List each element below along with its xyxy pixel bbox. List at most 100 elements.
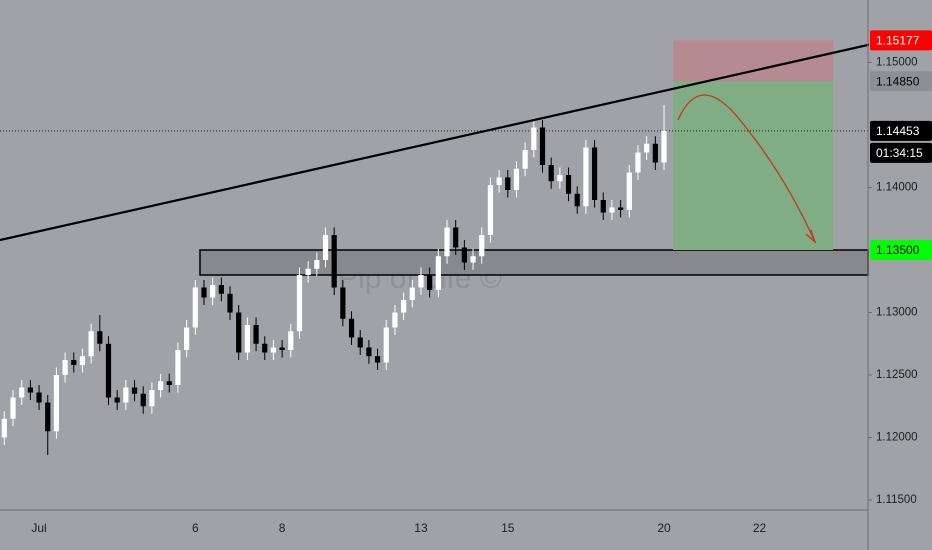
candle-body bbox=[157, 381, 164, 390]
candle-body bbox=[322, 235, 329, 260]
candle-body bbox=[453, 227, 459, 248]
candle-body bbox=[131, 387, 138, 394]
price-label-box bbox=[870, 240, 932, 260]
candle-body bbox=[296, 275, 303, 332]
candle-body bbox=[149, 390, 155, 407]
candle-body bbox=[288, 331, 294, 350]
forecast-arrowhead bbox=[805, 229, 817, 245]
trendline bbox=[0, 29, 932, 242]
time-axis-bg bbox=[0, 511, 868, 550]
candle-body bbox=[626, 172, 632, 210]
candle-body bbox=[88, 331, 94, 357]
price-label-box bbox=[870, 30, 932, 51]
candle-body bbox=[409, 287, 415, 300]
candle-body bbox=[583, 147, 589, 207]
candle-body bbox=[374, 356, 381, 363]
candle-body bbox=[383, 327, 389, 363]
candle-body bbox=[652, 143, 658, 163]
candle-body bbox=[192, 287, 198, 328]
candle-body bbox=[53, 375, 60, 432]
candle-body bbox=[140, 393, 146, 407]
candle-body bbox=[262, 343, 268, 353]
candle-body bbox=[218, 285, 224, 294]
candle-body bbox=[505, 177, 511, 190]
candle-body bbox=[470, 256, 476, 263]
candle-body bbox=[36, 392, 42, 403]
candle-body bbox=[71, 360, 77, 365]
candle-body bbox=[19, 387, 25, 398]
overlay-layer bbox=[0, 29, 932, 242]
candle-body bbox=[348, 318, 355, 338]
candle-body bbox=[661, 130, 667, 163]
candle-body bbox=[62, 360, 68, 375]
y-tick-label: 1.14000 bbox=[876, 182, 918, 194]
candle-layer bbox=[1, 105, 667, 455]
candle-body bbox=[175, 350, 181, 385]
x-tick-label: 22 bbox=[753, 521, 767, 535]
candle-body bbox=[479, 235, 485, 257]
x-tick-label: Jul bbox=[31, 521, 46, 535]
candle-body bbox=[114, 397, 120, 403]
candle-body bbox=[10, 397, 16, 419]
candle-body bbox=[513, 168, 520, 190]
candle-body bbox=[609, 207, 615, 213]
candle-body bbox=[427, 275, 433, 290]
annotation-layer bbox=[0, 40, 869, 276]
x-tick-label: 13 bbox=[414, 521, 428, 535]
candle-body bbox=[635, 152, 641, 173]
support-zone bbox=[199, 249, 869, 276]
candle-body bbox=[201, 287, 207, 298]
candle-body bbox=[123, 387, 129, 403]
candle-body bbox=[45, 402, 51, 432]
candle-body bbox=[210, 285, 216, 298]
price-axis-bg bbox=[869, 0, 932, 550]
candle-body bbox=[548, 165, 554, 182]
candle-body bbox=[539, 127, 546, 165]
y-tick-label: 1.12000 bbox=[876, 432, 918, 444]
candle-body bbox=[444, 227, 450, 257]
countdown-box bbox=[870, 142, 932, 163]
candle-body bbox=[600, 200, 606, 213]
forecast-arrow bbox=[677, 94, 816, 243]
candle-body bbox=[418, 275, 424, 288]
candle-body bbox=[531, 127, 537, 150]
target-zone bbox=[673, 81, 833, 250]
x-tick-label: 15 bbox=[501, 521, 515, 535]
y-tick-label: 1.12500 bbox=[876, 369, 918, 381]
x-tick-label: 20 bbox=[657, 521, 671, 535]
candle-body bbox=[184, 327, 190, 350]
candle-body bbox=[565, 175, 572, 194]
candle-body bbox=[105, 343, 112, 398]
price-label-box bbox=[870, 120, 932, 141]
price-label: 1.13500 bbox=[876, 243, 920, 257]
price-label: 1.14453 bbox=[876, 124, 920, 138]
y-tick-label: 1.13000 bbox=[876, 307, 918, 319]
candle-body bbox=[79, 356, 86, 365]
candle-body bbox=[574, 193, 580, 207]
candle-body bbox=[392, 312, 398, 328]
candle-body bbox=[340, 287, 346, 319]
candle-body bbox=[314, 260, 320, 269]
candle-body bbox=[236, 312, 242, 353]
candle-body bbox=[1, 418, 7, 438]
candle-body bbox=[496, 177, 502, 185]
y-tick-label: 1.15000 bbox=[876, 57, 918, 69]
candle-body bbox=[435, 256, 441, 290]
x-tick-label: 6 bbox=[192, 521, 199, 535]
candle-body bbox=[461, 247, 467, 263]
candle-body bbox=[97, 331, 103, 344]
candle-body bbox=[401, 300, 407, 313]
candle-body bbox=[305, 268, 311, 275]
countdown: 01:34:15 bbox=[876, 146, 923, 160]
candle-body bbox=[27, 387, 33, 393]
candle-body bbox=[244, 325, 250, 353]
candle-body bbox=[279, 347, 285, 350]
candle-body bbox=[357, 337, 363, 348]
candle-body bbox=[253, 325, 259, 344]
candle-body bbox=[644, 143, 650, 153]
candle-body bbox=[166, 381, 172, 385]
candle-body bbox=[522, 150, 528, 169]
